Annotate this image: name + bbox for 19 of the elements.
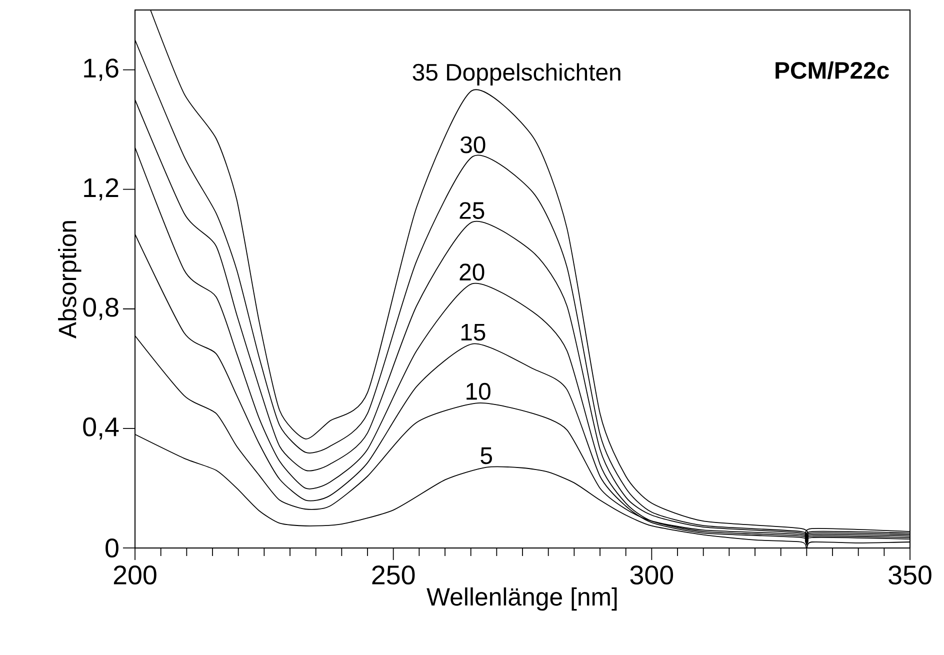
y-tick-label: 0,4 bbox=[83, 417, 119, 440]
series-label: 10 bbox=[466, 382, 490, 400]
x-tick-label: 200 bbox=[114, 566, 156, 585]
annotation: PCM/P22c bbox=[776, 61, 889, 80]
y-tick-label: 1,2 bbox=[84, 178, 118, 200]
y-axis-title: Absorption bbox=[58, 221, 82, 338]
y-tick-label: 1,6 bbox=[84, 58, 118, 81]
series-label: 25 bbox=[460, 202, 484, 219]
y-tick-label: 0,8 bbox=[83, 298, 118, 320]
series-label: 15 bbox=[461, 324, 486, 341]
series-label: 5 bbox=[480, 447, 492, 464]
x-tick-label: 300 bbox=[630, 566, 674, 585]
x-axis-title: Wellenlänge [nm] bbox=[426, 587, 617, 611]
x-tick-label: 350 bbox=[888, 566, 932, 585]
series-label: 30 bbox=[460, 136, 486, 154]
x-tick-label: 250 bbox=[372, 566, 415, 585]
y-tick-label: 0 bbox=[106, 538, 118, 558]
series-label: 35 Doppelschichten bbox=[412, 63, 620, 86]
series-label: 20 bbox=[460, 264, 484, 281]
